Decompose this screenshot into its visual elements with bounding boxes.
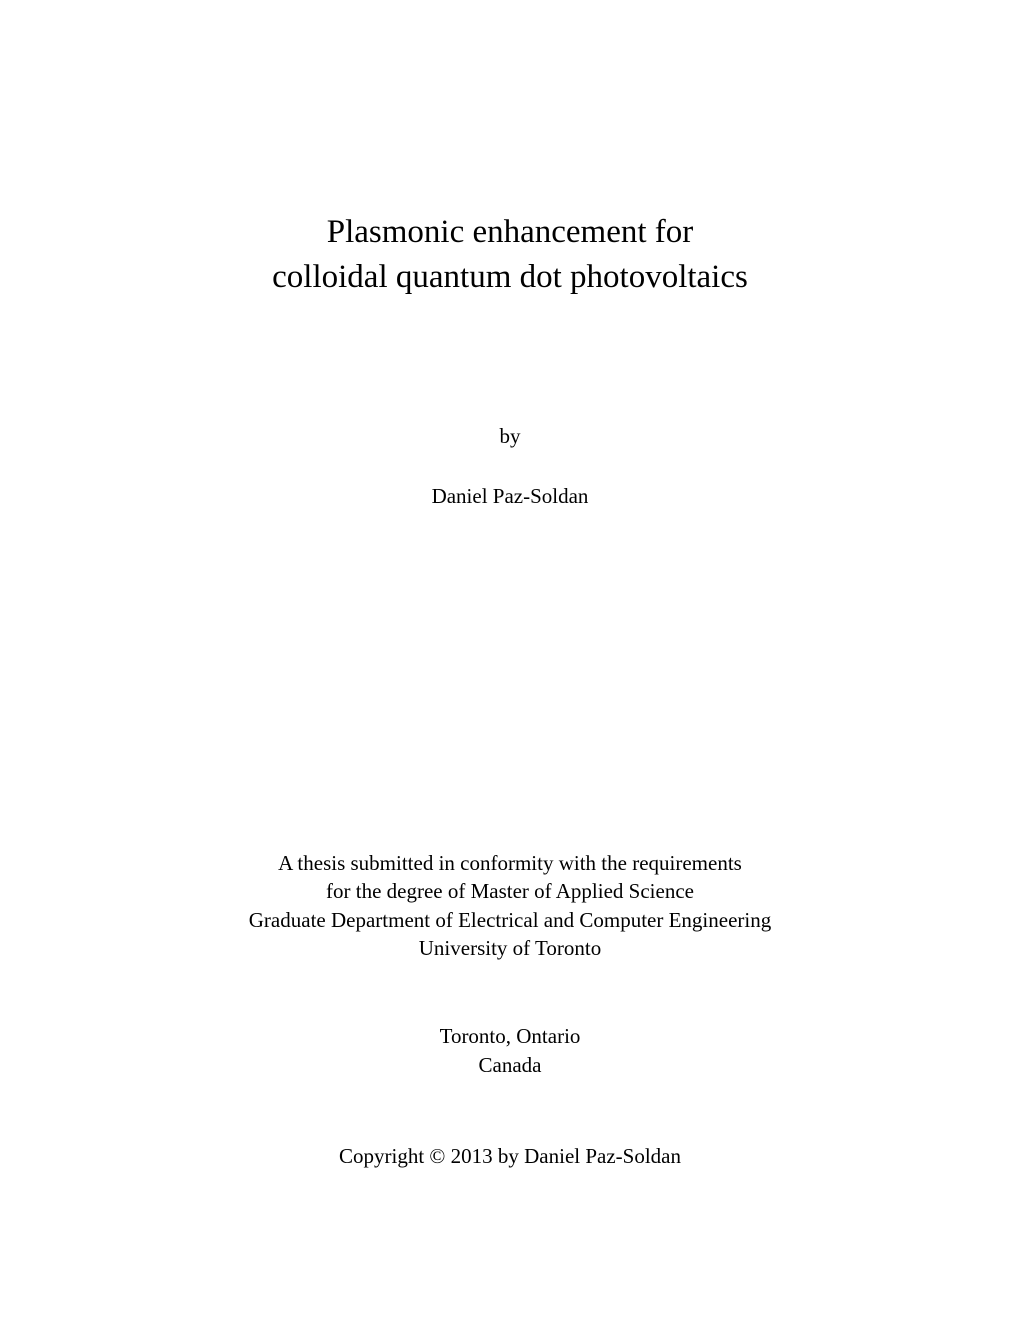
location-line-2: Canada <box>440 1051 581 1079</box>
location: Toronto, Ontario Canada <box>440 1022 581 1079</box>
title-page: Plasmonic enhancement for colloidal quan… <box>0 0 1020 1320</box>
title-line-2: colloidal quantum dot photovoltaics <box>272 255 748 300</box>
location-line-1: Toronto, Ontario <box>440 1022 581 1050</box>
thesis-title: Plasmonic enhancement for colloidal quan… <box>272 210 748 299</box>
by-label: by <box>500 424 521 449</box>
submission-line-1: A thesis submitted in conformity with th… <box>249 849 771 877</box>
submission-line-2: for the degree of Master of Applied Scie… <box>249 877 771 905</box>
copyright-notice: Copyright © 2013 by Daniel Paz-Soldan <box>339 1144 681 1169</box>
submission-line-4: University of Toronto <box>249 934 771 962</box>
title-line-1: Plasmonic enhancement for <box>272 210 748 255</box>
author-name: Daniel Paz-Soldan <box>432 484 589 509</box>
submission-statement: A thesis submitted in conformity with th… <box>249 849 771 962</box>
submission-line-3: Graduate Department of Electrical and Co… <box>249 906 771 934</box>
